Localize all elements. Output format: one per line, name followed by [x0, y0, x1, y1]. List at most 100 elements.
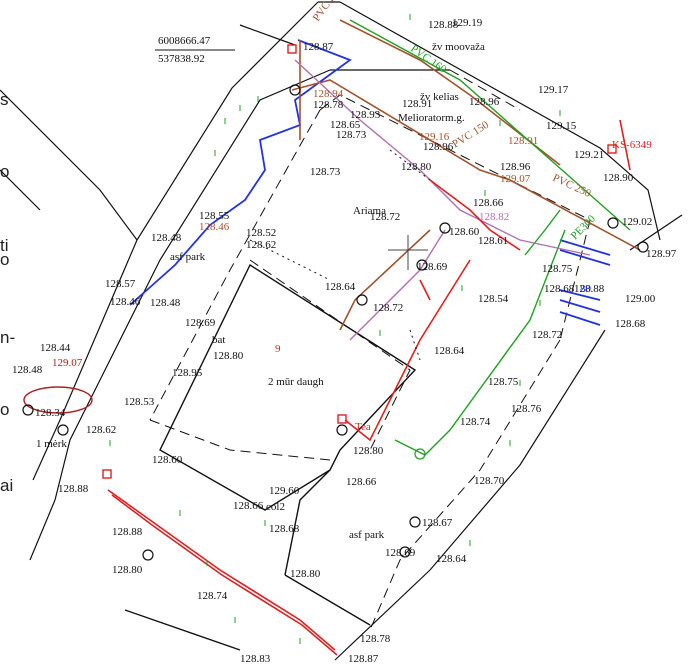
elevation-label: 128.67: [422, 517, 453, 529]
elevation-label: 128.93: [350, 109, 381, 121]
elevation-label: 128.68: [615, 318, 646, 330]
elevation-label: 128.72: [370, 211, 400, 223]
elevation-label: 128.88: [58, 483, 89, 495]
elevation-label: 128.80: [112, 564, 143, 576]
elevation-label: 128.66: [346, 476, 377, 488]
elevation-label: 128.64: [325, 281, 356, 293]
labels-layer: 128.87128.94128.78128.88129.19128.93128.…: [12, 0, 677, 665]
elevation-label: 128.80: [401, 161, 432, 173]
elevation-label: 128.78: [313, 99, 344, 111]
elevation-label: 128.64: [434, 345, 465, 357]
map-annotation: 9: [275, 343, 281, 355]
elevation-label: 128.72: [532, 329, 562, 341]
elevation-label: 128.65: [330, 119, 361, 131]
grass-marks: [109, 14, 561, 644]
elevation-label: 128.73: [336, 129, 367, 141]
elevation-label: 128.60: [152, 454, 183, 466]
elevation-label: 128.97: [646, 248, 677, 260]
elevation-label: 128.74: [197, 590, 228, 602]
map-annotation: žv kelias: [420, 91, 459, 103]
map-annotation: Tea: [355, 421, 371, 433]
elevation-label: 128.66: [233, 500, 264, 512]
brown-line: [291, 19, 641, 331]
map-annotation: bat: [212, 334, 225, 346]
elevation-label: 128.74: [460, 416, 491, 428]
elevation-label: 128.76: [511, 403, 542, 415]
side-fragment-5: n-: [0, 328, 16, 347]
elevation-label: 129.19: [452, 17, 483, 29]
elevation-label: 128.88: [428, 19, 459, 31]
green-line: [349, 19, 631, 456]
elevation-label: 128.80: [353, 445, 384, 457]
elevation-label: 128.88: [112, 526, 143, 538]
elevation-label: 128.80: [290, 568, 321, 580]
elevation-label: 128.96: [423, 141, 454, 153]
elevation-label: 128.62: [86, 424, 116, 436]
elevation-label: 128.55: [199, 210, 230, 222]
building: [124, 263, 417, 651]
elevation-label: 129.60: [269, 485, 300, 497]
elevation-label: 128.46: [110, 296, 141, 308]
elevation-label: 129.07: [500, 173, 531, 185]
elevation-label: 128.66: [473, 197, 504, 209]
elevation-label: 128.60: [449, 226, 480, 238]
elevation-label: 128.48: [150, 297, 181, 309]
elevation-label: 128.75: [542, 263, 573, 275]
coordinate-label-easting: 537838.92: [158, 53, 205, 65]
dotted-lines: [249, 149, 431, 361]
side-fragment-4: o: [0, 250, 10, 269]
map-annotation: Melioratorm.g.: [398, 112, 465, 124]
map-annotation: Ariama: [353, 205, 386, 217]
parcel-dashed: [149, 69, 591, 631]
map-annotation: KS-6349: [612, 139, 652, 151]
map-annotation: 2 mūr daugh: [268, 376, 324, 388]
elevation-label: 128.95: [172, 367, 203, 379]
red-ellipse: [23, 386, 93, 414]
map-annotation: asf park: [170, 251, 206, 263]
elevation-label: 128.69: [185, 317, 216, 329]
elevation-label: 129.02: [622, 216, 652, 228]
elevation-label: 128.96: [469, 96, 500, 108]
elevation-label: 129.17: [538, 84, 569, 96]
red-line: [107, 119, 631, 656]
elevation-label: 128.48: [12, 364, 43, 376]
elevation-label: 128.64: [436, 553, 467, 565]
elevation-label: 128.61: [478, 235, 508, 247]
elevation-label: 128.62: [246, 239, 276, 251]
elevation-label: 128.87: [303, 41, 334, 53]
map-annotation: asf park: [349, 529, 385, 541]
elevation-label: 128.57: [105, 278, 136, 290]
map-annotation: col2: [266, 501, 285, 513]
elevation-label: 128.48: [151, 232, 182, 244]
elevation-label: 128.73: [310, 166, 341, 178]
elevation-label: 129.16: [419, 131, 450, 143]
elevation-label: 128.88: [574, 283, 605, 295]
red-markers: [102, 44, 617, 479]
map-annotation: 80: [580, 283, 592, 295]
elevation-label: 128.68: [269, 523, 300, 535]
elevation-label: 128.78: [360, 633, 391, 645]
elevation-label: 128.91: [508, 135, 538, 147]
elevation-label: 128.91: [402, 98, 432, 110]
elevation-label: 128.82: [479, 211, 509, 223]
elevation-label: 128.96: [500, 161, 531, 173]
map-annotation: PVC 250: [551, 172, 593, 200]
map-annotation: 1 mėrk: [36, 438, 67, 450]
elevation-label: 129.21: [574, 149, 604, 161]
elevation-label: 128.80: [213, 350, 244, 362]
elevation-label: 128.52: [246, 227, 276, 239]
elevation-label: 128.94: [313, 88, 344, 100]
elevation-label: 129.15: [546, 120, 577, 132]
elevation-label: 128.87: [348, 653, 379, 665]
elevation-label: 128.54: [478, 293, 509, 305]
elevation-label: 128.69: [417, 261, 448, 273]
side-fragment-2: o: [0, 162, 10, 181]
elevation-label: 128.46: [199, 221, 230, 233]
elevation-label: 128.70: [474, 475, 505, 487]
elevation-label: 128.34: [35, 407, 66, 419]
symbols: [22, 84, 649, 561]
elevation-label: 129.07: [52, 357, 83, 369]
elevation-label: 128.72: [373, 302, 403, 314]
